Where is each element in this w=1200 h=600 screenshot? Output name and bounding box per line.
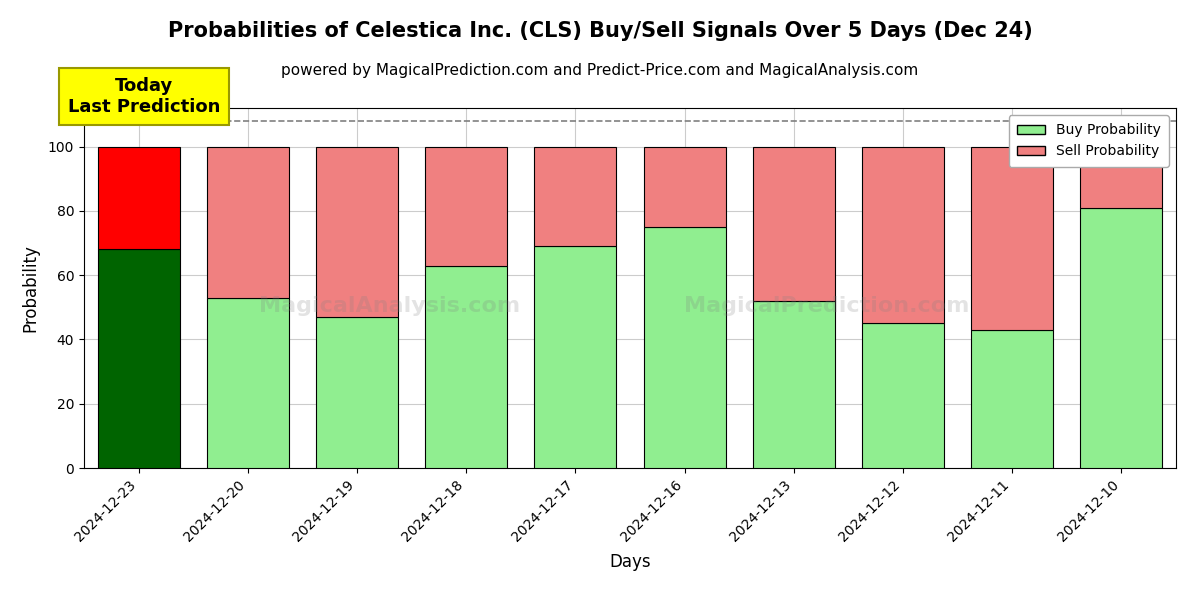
Bar bbox=[643, 146, 726, 227]
Bar bbox=[752, 146, 835, 301]
Bar bbox=[1080, 208, 1163, 468]
Bar bbox=[316, 146, 398, 317]
Bar bbox=[97, 146, 180, 250]
Y-axis label: Probability: Probability bbox=[22, 244, 40, 332]
Bar bbox=[206, 298, 289, 468]
Bar bbox=[97, 250, 180, 468]
Text: Today
Last Prediction: Today Last Prediction bbox=[68, 77, 221, 116]
Text: MagicalPrediction.com: MagicalPrediction.com bbox=[684, 296, 970, 316]
Bar bbox=[534, 146, 617, 246]
Bar bbox=[534, 246, 617, 468]
Bar bbox=[862, 323, 944, 468]
Bar bbox=[316, 317, 398, 468]
Bar bbox=[425, 265, 508, 468]
Bar bbox=[1080, 146, 1163, 208]
Bar bbox=[971, 330, 1054, 468]
Bar bbox=[425, 146, 508, 265]
Text: MagicalAnalysis.com: MagicalAnalysis.com bbox=[259, 296, 521, 316]
Bar bbox=[971, 146, 1054, 330]
Legend: Buy Probability, Sell Probability: Buy Probability, Sell Probability bbox=[1009, 115, 1169, 167]
X-axis label: Days: Days bbox=[610, 553, 650, 571]
Bar bbox=[752, 301, 835, 468]
Text: Probabilities of Celestica Inc. (CLS) Buy/Sell Signals Over 5 Days (Dec 24): Probabilities of Celestica Inc. (CLS) Bu… bbox=[168, 21, 1032, 41]
Bar bbox=[206, 146, 289, 298]
Text: powered by MagicalPrediction.com and Predict-Price.com and MagicalAnalysis.com: powered by MagicalPrediction.com and Pre… bbox=[281, 63, 919, 78]
Bar bbox=[862, 146, 944, 323]
Bar bbox=[643, 227, 726, 468]
